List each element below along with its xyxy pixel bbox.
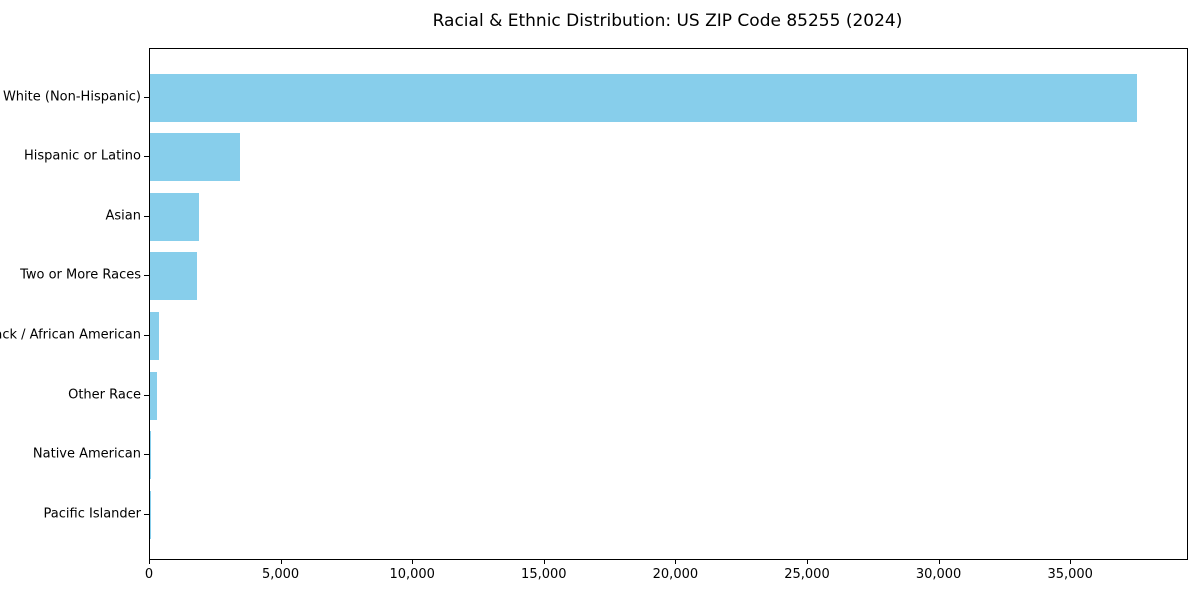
bar	[150, 192, 199, 241]
x-tick-mark	[675, 559, 677, 564]
y-tick-mark	[144, 454, 149, 456]
x-tick-mark	[280, 559, 282, 564]
bar	[150, 371, 157, 420]
bar	[150, 252, 197, 301]
y-tick-label: White (Non-Hispanic)	[2, 89, 141, 104]
y-tick-label: Native American	[32, 446, 141, 462]
plot-area	[149, 48, 1188, 560]
y-tick-mark	[144, 335, 149, 337]
x-tick-mark	[543, 559, 545, 564]
x-tick-label: 30,000	[915, 567, 962, 582]
x-tick-label: 35,000	[1047, 567, 1093, 582]
bar	[150, 431, 152, 480]
y-tick-label: Black / African American	[0, 327, 141, 343]
x-tick-mark	[806, 559, 808, 564]
x-tick-label: 20,000	[652, 567, 699, 582]
bar	[150, 312, 160, 361]
y-tick-mark	[144, 215, 149, 217]
y-tick-label: Two or More Races	[20, 267, 141, 283]
y-tick-label: Pacific Islander	[43, 506, 141, 522]
x-tick-label: 0	[144, 567, 154, 582]
y-tick-label: Asian	[105, 208, 141, 224]
y-tick-mark	[144, 96, 149, 98]
bar	[150, 490, 151, 539]
x-tick-label: 5,000	[261, 567, 300, 582]
y-tick-label: Hispanic or Latino	[23, 148, 141, 164]
x-tick-mark	[1070, 559, 1072, 564]
x-tick-mark	[412, 559, 414, 564]
x-tick-label: 25,000	[784, 567, 830, 582]
y-tick-mark	[144, 394, 149, 396]
bar	[150, 133, 241, 182]
y-tick-mark	[144, 156, 149, 158]
y-tick-label: Other Race	[68, 387, 141, 403]
y-tick-mark	[144, 513, 149, 515]
y-tick-mark	[144, 275, 149, 277]
x-tick-mark	[149, 559, 150, 564]
x-tick-mark	[938, 559, 940, 564]
bar	[150, 73, 1137, 122]
chart-title: Racial & Ethnic Distribution: US ZIP Cod…	[432, 11, 903, 31]
x-tick-label: 10,000	[389, 567, 435, 582]
x-tick-label: 15,000	[521, 567, 567, 582]
